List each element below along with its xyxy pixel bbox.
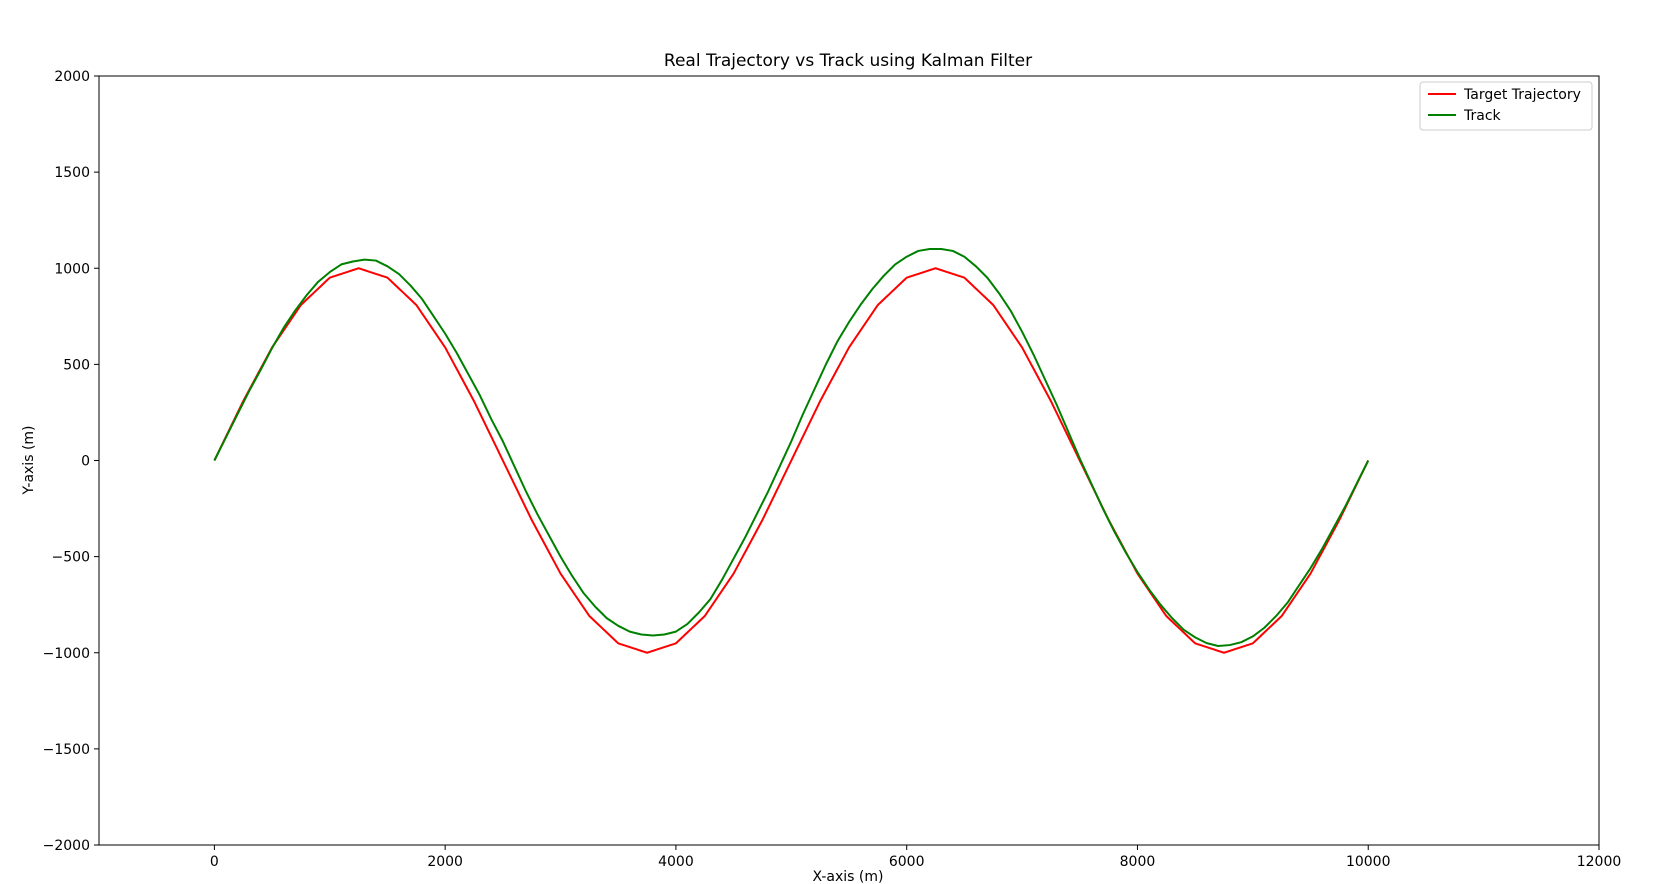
- x-axis-ticks: 0 2000 4000 6000 8000 10000 12000: [210, 845, 1621, 870]
- plot-lines: [213, 248, 1370, 654]
- x-tick-label: 8000: [1120, 854, 1156, 870]
- y-tick-label: 1000: [54, 261, 90, 277]
- y-tick-label: 2000: [54, 69, 90, 85]
- x-tick-label: 2000: [427, 854, 463, 870]
- legend-box: [1419, 81, 1593, 131]
- y-axis-ticks: −2000 −1500 −1000 −500 0 500 1000 1500 2000: [43, 69, 99, 854]
- x-tick-label: 6000: [889, 854, 925, 870]
- x-tick-label: 10000: [1346, 854, 1391, 870]
- y-tick-label: 0: [81, 454, 90, 470]
- series-line-target-trajectory: [213, 267, 1370, 654]
- y-axis-label: Y-axis (m): [21, 425, 37, 495]
- y-tick-label: 500: [63, 357, 90, 373]
- x-axis-label: X-axis (m): [812, 869, 883, 884]
- y-tick-label: −2000: [43, 838, 90, 854]
- y-tick-label: −1500: [43, 742, 90, 758]
- x-tick-label: 12000: [1577, 854, 1622, 870]
- series-line-track: [213, 248, 1370, 648]
- y-tick-label: −1000: [43, 646, 90, 662]
- chart-title: Real Trajectory vs Track using Kalman Fi…: [664, 51, 1032, 71]
- y-tick-label: −500: [52, 550, 90, 566]
- x-tick-label: 4000: [658, 854, 694, 870]
- legend: Target Trajectory Track: [1419, 81, 1593, 131]
- legend-label-target-trajectory: Target Trajectory: [1463, 87, 1581, 103]
- legend-label-track: Track: [1463, 108, 1502, 124]
- x-tick-label: 0: [210, 854, 219, 870]
- y-tick-label: 1500: [54, 165, 90, 181]
